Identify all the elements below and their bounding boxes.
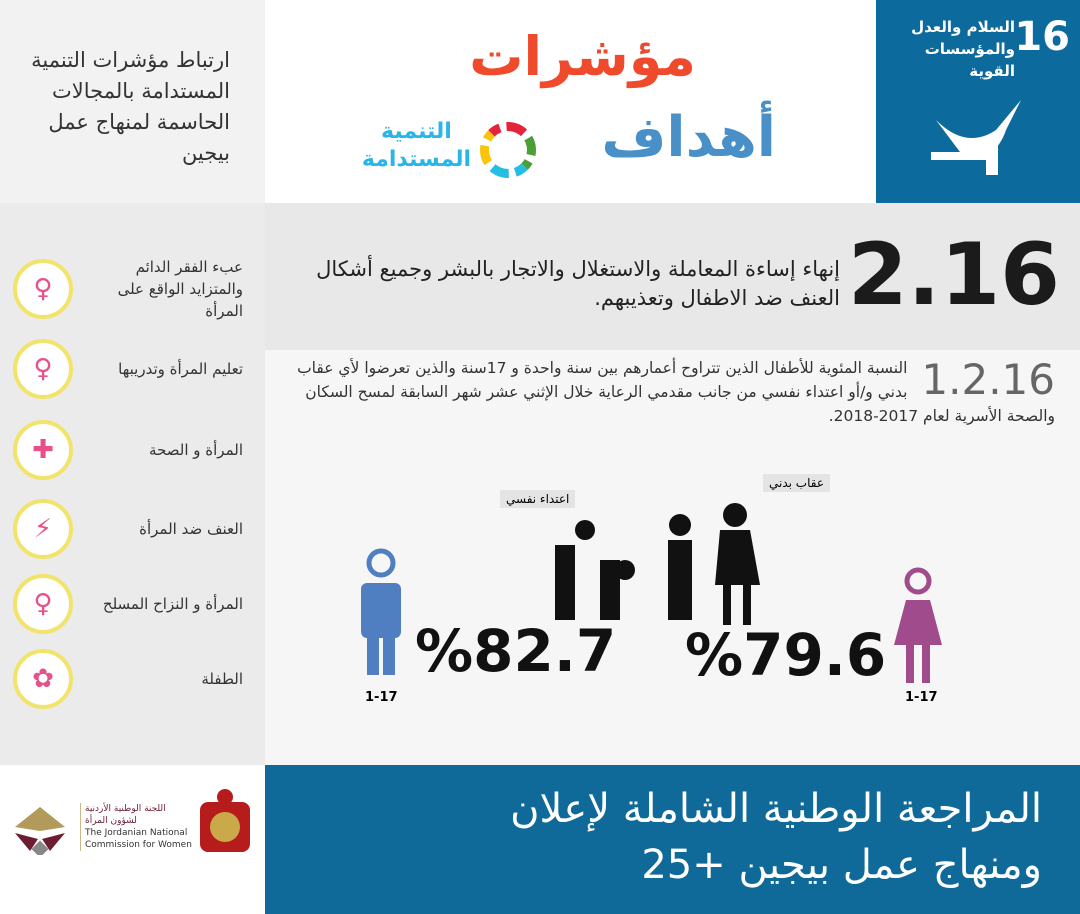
male-figure-icon — [361, 548, 401, 675]
female-value: %79.6 — [685, 621, 887, 689]
female-figure-icon — [894, 567, 942, 683]
male-value: %82.7 — [415, 617, 617, 685]
violence-icon: ⚡ — [13, 499, 73, 559]
title-line2: أهداف — [601, 105, 776, 170]
woman-book-icon: ♀ — [13, 339, 73, 399]
indicator-number: 1.2.16 — [921, 355, 1055, 404]
sdg-line2: المستدامة — [361, 147, 471, 172]
sdg-wheel-icon — [480, 122, 536, 178]
logos: اللجنة الوطنية الأردنية لشؤون المرأة The… — [0, 765, 265, 914]
indicator-panel: 1.2.16 النسبة المئوية للأطفال الذين تترا… — [265, 350, 1080, 765]
sidebar-item-violence[interactable]: ⚡ العنف ضد المرأة — [13, 498, 243, 560]
male-age: 1-17 — [365, 690, 398, 705]
woman-poverty-icon: ♀ — [13, 259, 73, 319]
sidebar: ♀ عبء الفقر الدائم والمتزايد الواقع على ا… — [0, 203, 265, 765]
psych-label: اعتداء نفسي — [500, 490, 576, 508]
sidebar-item-health[interactable]: ✚ المرأة و الصحة — [13, 419, 243, 481]
title-line1: مؤشرات — [469, 25, 696, 88]
sidebar-item-armed-conflict[interactable]: ♀ المرأة و النزاح المسلح — [13, 573, 243, 635]
footer-banner: المراجعة الوطنية الشاملة لإعلان ومنهاج ع… — [265, 765, 1080, 914]
sidebar-item-poverty[interactable]: ♀ عبء الفقر الدائم والمتزايد الواقع على ا… — [13, 258, 243, 320]
title-panel: مؤشرات أهداف التنمية المستدامة — [265, 0, 876, 203]
indicator-block: 1.2.16 النسبة المئوية للأطفال الذين تترا… — [285, 356, 1055, 428]
physical-label: عقاب بدني — [763, 474, 830, 492]
intro-panel: ارتباط مؤشرات التنمية المستدامة بالمجالا… — [0, 0, 265, 203]
woman-armed-conflict-icon: ♀ — [13, 574, 73, 634]
intro-text: ارتباط مؤشرات التنمية المستدامة بالمجالا… — [31, 48, 230, 165]
logo-ar2: لشؤون المرأة — [85, 816, 137, 826]
sdg-line1: التنمية — [381, 119, 452, 144]
indicator-text: النسبة المئوية للأطفال الذين تتراوح أعما… — [297, 359, 1055, 425]
logo-ar1: اللجنة الوطنية الأردنية — [85, 804, 166, 814]
footer-line2: ومنهاج عمل بيجين +25 — [641, 842, 1042, 888]
target-text: إنهاء إساءة المعاملة والاستغلال والاتجار… — [316, 257, 840, 310]
dove-gavel-icon — [931, 100, 1021, 175]
target-number: 2.16 — [847, 225, 1060, 325]
target-band: 2.16 إنهاء إساءة المعاملة والاستغلال وال… — [265, 203, 1080, 350]
girl-child-icon: ✿ — [13, 649, 73, 709]
sidebar-item-education[interactable]: ♀ تعليم المرأة وتدريبها — [13, 338, 243, 400]
woman-health-icon: ✚ — [13, 420, 73, 480]
jordan-coat-of-arms-icon — [200, 789, 250, 852]
goal-number: 16 — [1014, 14, 1070, 60]
logo-en1: The Jordanian National — [85, 828, 188, 838]
goal-label: السلام والعدل والمؤسسات القوية — [911, 18, 1015, 80]
sidebar-item-girl-child[interactable]: ✿ الطفلة — [13, 648, 243, 710]
logo-en2: Commission for Women — [85, 840, 192, 850]
children-punishment-icon — [555, 503, 760, 625]
female-age: 1-17 — [905, 690, 938, 705]
footer-line1: المراجعة الوطنية الشاملة لإعلان — [510, 786, 1042, 832]
goal-16-tile: 16 السلام والعدل والمؤسسات القوية — [876, 0, 1080, 203]
jncw-logo — [15, 807, 65, 855]
